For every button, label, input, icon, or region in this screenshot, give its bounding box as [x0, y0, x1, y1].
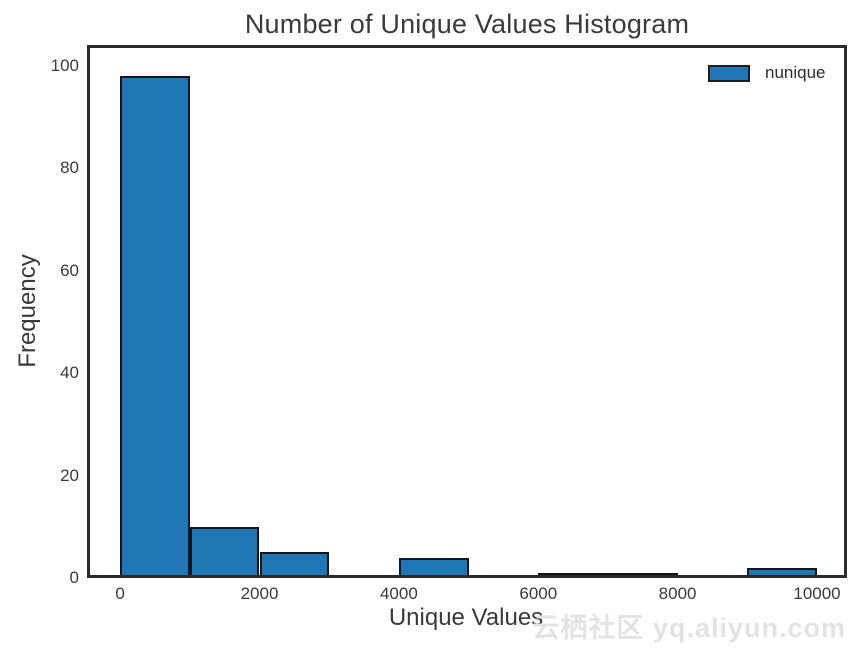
x-tick-label: 4000	[379, 584, 418, 603]
x-tick-label: 0	[115, 584, 125, 603]
y-tick-label: 100	[50, 55, 79, 75]
y-tick-label: 20	[60, 465, 79, 485]
histogram-bar	[608, 572, 678, 578]
histogram-bar	[398, 557, 469, 578]
x-axis-label: Unique Values	[388, 604, 544, 631]
x-tick-label: 2000	[240, 584, 279, 603]
histogram-bar	[747, 567, 817, 579]
x-tick-label: 10000	[793, 584, 841, 603]
x-tick-label: 6000	[519, 584, 558, 603]
legend: nunique	[708, 63, 826, 83]
chart-title: Number of Unique Values Histogram	[244, 9, 690, 39]
x-tick-label: 8000	[658, 584, 697, 603]
histogram-bar	[538, 572, 608, 578]
watermark: 云栖社区 yq.aliyun.com	[532, 613, 846, 643]
histogram-bar	[189, 526, 260, 579]
legend-swatch-icon	[708, 64, 750, 82]
histogram-bar	[259, 552, 330, 578]
y-tick-label: 0	[69, 568, 79, 587]
y-tick-label: 80	[60, 158, 79, 177]
histogram-bar	[120, 75, 190, 579]
y-tick-label: 60	[60, 260, 79, 280]
y-tick-label: 40	[60, 363, 79, 382]
legend-label: nunique	[765, 63, 826, 82]
